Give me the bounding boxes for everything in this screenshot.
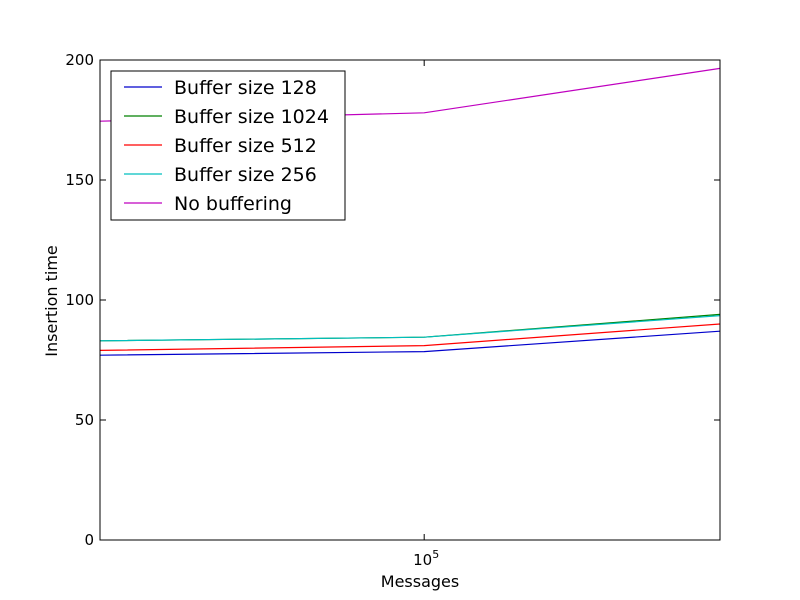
- legend: Buffer size 128 Buffer size 1024 Buffer si…: [110, 70, 346, 221]
- legend-label: Buffer size 1024: [174, 106, 329, 128]
- legend-box: [110, 70, 346, 221]
- legend-label: Buffer size 256: [174, 164, 317, 186]
- y-tick-label: 0: [84, 531, 94, 549]
- series-line-3: [99, 323, 721, 351]
- y-tick-label: 50: [75, 411, 94, 429]
- y-tick-label: 200: [65, 51, 94, 69]
- x-tick-label: 105: [413, 548, 439, 569]
- legend-label: Buffer size 128: [174, 77, 317, 99]
- series-line-4: [99, 315, 721, 342]
- series-line-1: [99, 330, 721, 356]
- y-tick-label: 100: [65, 291, 94, 309]
- y-axis-label: Insertion time: [42, 245, 61, 357]
- ticks-layer: 0 50 100 150 200 105: [65, 51, 720, 569]
- y-tick-label: 150: [65, 171, 94, 189]
- legend-label: Buffer size 512: [174, 135, 317, 157]
- legend-label: No buffering: [174, 193, 292, 215]
- plot-area-frame: [99, 59, 721, 541]
- x-axis-label: Messages: [381, 572, 459, 591]
